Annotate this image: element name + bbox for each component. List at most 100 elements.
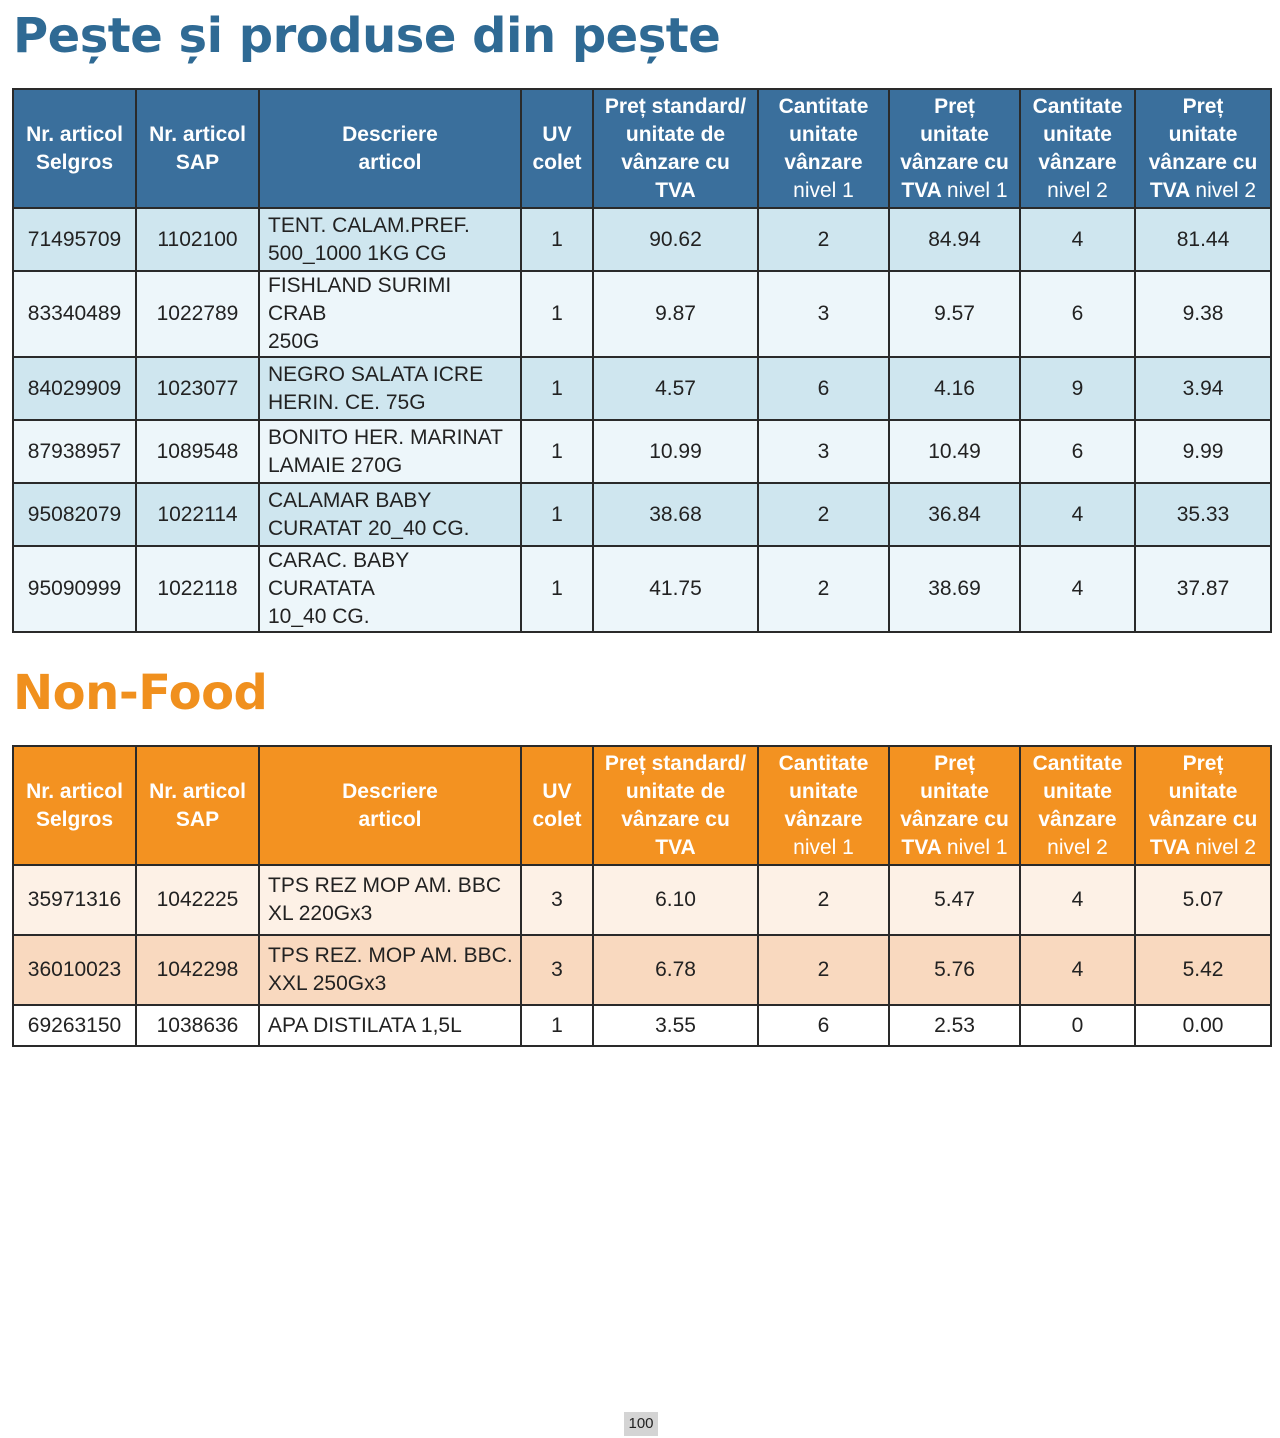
cell-standard-price: 6.10 [592, 864, 759, 936]
header-qty-level1: Cantitate unitate vânzare nivel 1 [757, 745, 890, 866]
cell-selgros: 36010023 [12, 934, 137, 1006]
table-row: 36010023 1042298 TPS REZ. MOP AM. BBC. XX… [12, 934, 1272, 1006]
header-qty-level2: Cantitate unitate vânzare nivel 2 [1019, 88, 1136, 209]
cell-price-level1: 2.53 [888, 1004, 1021, 1047]
cell-description: TENT. CALAM.PREF. 500_1000 1KG CG [258, 207, 522, 272]
cell-description: APA DISTILATA 1,5L [258, 1004, 522, 1047]
cell-selgros: 35971316 [12, 864, 137, 936]
cell-qty-level2: 4 [1019, 482, 1136, 547]
cell-price-level2: 0.00 [1134, 1004, 1272, 1047]
cell-standard-price: 4.57 [592, 356, 759, 421]
cell-selgros: 87938957 [12, 419, 137, 484]
header-sap: Nr. articol SAP [135, 88, 260, 209]
cell-sap: 1089548 [135, 419, 260, 484]
cell-price-level1: 5.47 [888, 864, 1021, 936]
cell-qty-level1: 6 [757, 1004, 890, 1047]
cell-price-level1: 36.84 [888, 482, 1021, 547]
cell-uv: 1 [520, 356, 594, 421]
cell-qty-level1: 2 [757, 934, 890, 1006]
table-row: 84029909 1023077 NEGRO SALATA ICRE HERIN.… [12, 356, 1272, 421]
cell-qty-level2: 9 [1019, 356, 1136, 421]
cell-selgros: 95090999 [12, 545, 137, 633]
cell-standard-price: 10.99 [592, 419, 759, 484]
cell-price-level2: 81.44 [1134, 207, 1272, 272]
cell-description: CALAMAR BABY CURATAT 20_40 CG. [258, 482, 522, 547]
cell-standard-price: 38.68 [592, 482, 759, 547]
table-row: 95082079 1022114 CALAMAR BABY CURATAT 20_… [12, 482, 1272, 547]
nonfood-products-table: Nr. articol Selgros Nr. articol SAP Descri… [12, 745, 1272, 1047]
cell-sap: 1022789 [135, 270, 260, 358]
cell-sap: 1042225 [135, 864, 260, 936]
header-price-level1: Preț unitate vânzare cu TVA nivel 1 [888, 88, 1021, 209]
header-price-level2: Preț unitate vânzare cu TVA nivel 2 [1134, 88, 1272, 209]
cell-uv: 1 [520, 207, 594, 272]
cell-price-level2: 9.38 [1134, 270, 1272, 358]
cell-qty-level2: 0 [1019, 1004, 1136, 1047]
cell-uv: 3 [520, 934, 594, 1006]
cell-price-level2: 5.42 [1134, 934, 1272, 1006]
cell-description: CARAC. BABY CURATATA 10_40 CG. [258, 545, 522, 633]
cell-sap: 1022114 [135, 482, 260, 547]
cell-standard-price: 90.62 [592, 207, 759, 272]
fish-products-table: Nr. articol Selgros Nr. articol SAP Descri… [12, 88, 1272, 633]
table-row: 71495709 1102100 TENT. CALAM.PREF. 500_10… [12, 207, 1272, 272]
cell-price-level1: 5.76 [888, 934, 1021, 1006]
cell-standard-price: 3.55 [592, 1004, 759, 1047]
cell-selgros: 71495709 [12, 207, 137, 272]
table-row: 95090999 1022118 CARAC. BABY CURATATA 10_… [12, 545, 1272, 633]
cell-price-level2: 5.07 [1134, 864, 1272, 936]
cell-qty-level2: 4 [1019, 934, 1136, 1006]
cell-price-level1: 10.49 [888, 419, 1021, 484]
cell-price-level2: 9.99 [1134, 419, 1272, 484]
header-qty-level2: Cantitate unitate vânzare nivel 2 [1019, 745, 1136, 866]
cell-selgros: 83340489 [12, 270, 137, 358]
header-uv: UV colet [520, 745, 594, 866]
header-description: Descriere articol [258, 88, 522, 209]
cell-uv: 1 [520, 270, 594, 358]
section-title-nonfood: Non-Food [13, 665, 268, 721]
header-standard-price: Preț standard/unitate de vânzare cu TVA [592, 745, 759, 866]
cell-qty-level2: 4 [1019, 545, 1136, 633]
header-description: Descriere articol [258, 745, 522, 866]
cell-price-level2: 37.87 [1134, 545, 1272, 633]
header-price-level2: Preț unitate vânzare cu TVA nivel 2 [1134, 745, 1272, 866]
cell-description: NEGRO SALATA ICRE HERIN. CE. 75G [258, 356, 522, 421]
cell-selgros: 84029909 [12, 356, 137, 421]
cell-price-level1: 84.94 [888, 207, 1021, 272]
cell-qty-level1: 3 [757, 419, 890, 484]
header-qty-level1: Cantitate unitate vânzare nivel 1 [757, 88, 890, 209]
cell-uv: 1 [520, 419, 594, 484]
cell-qty-level2: 4 [1019, 864, 1136, 936]
cell-uv: 1 [520, 1004, 594, 1047]
cell-sap: 1023077 [135, 356, 260, 421]
cell-description: TPS REZ MOP AM. BBC XL 220Gx3 [258, 864, 522, 936]
cell-qty-level1: 2 [757, 207, 890, 272]
cell-uv: 3 [520, 864, 594, 936]
table-row: 69263150 1038636 APA DISTILATA 1,5L 1 3.… [12, 1004, 1272, 1047]
cell-qty-level2: 6 [1019, 270, 1136, 358]
cell-price-level1: 38.69 [888, 545, 1021, 633]
table-row: 87938957 1089548 BONITO HER. MARINAT LAMA… [12, 419, 1272, 484]
cell-qty-level1: 2 [757, 545, 890, 633]
cell-description: FISHLAND SURIMI CRAB 250G [258, 270, 522, 358]
table-header-row: Nr. articol Selgros Nr. articol SAP Descri… [12, 745, 1272, 866]
cell-uv: 1 [520, 545, 594, 633]
table-row: 83340489 1022789 FISHLAND SURIMI CRAB 250… [12, 270, 1272, 358]
cell-sap: 1022118 [135, 545, 260, 633]
cell-standard-price: 41.75 [592, 545, 759, 633]
header-selgros: Nr. articol Selgros [12, 88, 137, 209]
cell-uv: 1 [520, 482, 594, 547]
cell-description: TPS REZ. MOP AM. BBC. XXL 250Gx3 [258, 934, 522, 1006]
cell-qty-level1: 3 [757, 270, 890, 358]
cell-qty-level2: 4 [1019, 207, 1136, 272]
cell-qty-level1: 2 [757, 482, 890, 547]
cell-price-level1: 9.57 [888, 270, 1021, 358]
cell-standard-price: 9.87 [592, 270, 759, 358]
cell-price-level2: 35.33 [1134, 482, 1272, 547]
cell-qty-level2: 6 [1019, 419, 1136, 484]
table-row: 35971316 1042225 TPS REZ MOP AM. BBC XL 2… [12, 864, 1272, 936]
cell-selgros: 95082079 [12, 482, 137, 547]
header-uv: UV colet [520, 88, 594, 209]
table-header-row: Nr. articol Selgros Nr. articol SAP Descri… [12, 88, 1272, 209]
cell-price-level2: 3.94 [1134, 356, 1272, 421]
